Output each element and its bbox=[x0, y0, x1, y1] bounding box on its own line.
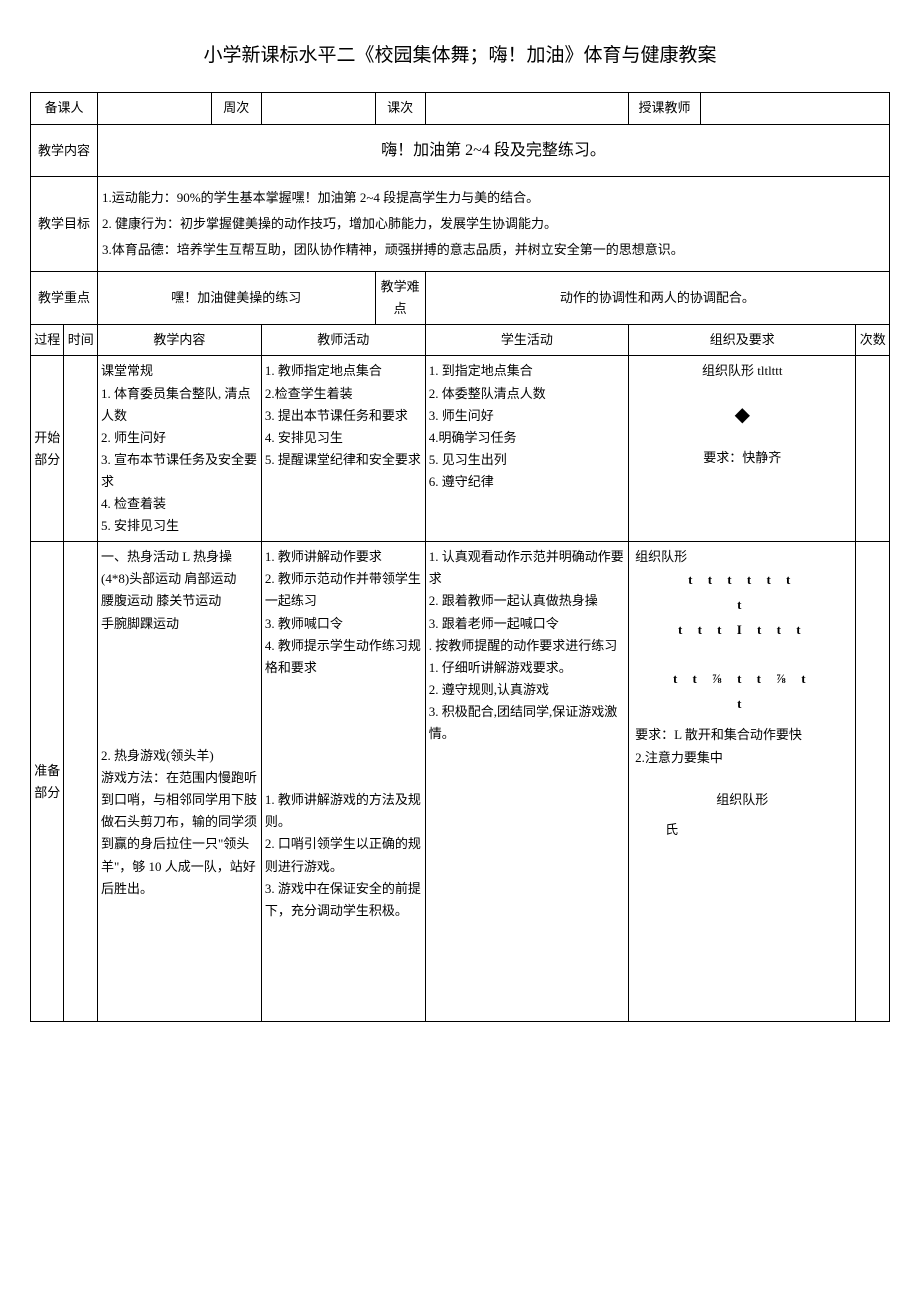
goals-label: 教学目标 bbox=[31, 177, 98, 272]
start-org-req: 要求：快静齐 bbox=[635, 447, 849, 469]
teacher-value bbox=[700, 93, 889, 125]
prep-org: 组织队形 t t t t t t t t t t I t t t t t ⅞ t… bbox=[629, 542, 856, 1022]
week-value bbox=[261, 93, 375, 125]
goal-3: 3.体育品德：培养学生互帮互助，团队协作精神，顽强拼搏的意志品质，并树立安全第一… bbox=[102, 237, 885, 263]
diamond-icon: ◆ bbox=[635, 398, 849, 432]
start-time bbox=[64, 356, 98, 542]
start-student: 1. 到指定地点集合 2. 体委整队清点人数 3. 师生问好 4.明确学习任务 … bbox=[425, 356, 628, 542]
prep-section-row: 准备部分 一、热身活动 L 热身操(4*8)头部运动 肩部运动 腰腹运动 膝关节… bbox=[31, 542, 890, 1022]
content-value: 嗨！加油第 2~4 段及完整练习。 bbox=[98, 125, 890, 177]
prep-org-title2: 组织队形 bbox=[635, 789, 849, 811]
start-label: 开始部分 bbox=[31, 356, 64, 542]
col-content: 教学内容 bbox=[98, 325, 262, 356]
col-time: 时间 bbox=[64, 325, 98, 356]
col-teacher: 教师活动 bbox=[261, 325, 425, 356]
prep-time bbox=[64, 542, 98, 1022]
preparer-label: 备课人 bbox=[31, 93, 98, 125]
keypoints-row: 教学重点 嘿！加油健美操的练习 教学难点 动作的协调性和两人的协调配合。 bbox=[31, 272, 890, 325]
header-row: 备课人 周次 课次 授课教师 bbox=[31, 93, 890, 125]
page-title: 小学新课标水平二《校园集体舞；嗨！加油》体育与健康教案 bbox=[30, 40, 890, 67]
col-process: 过程 bbox=[31, 325, 64, 356]
content-label: 教学内容 bbox=[31, 125, 98, 177]
prep-student: 1. 认真观看动作示范并明确动作要求 2. 跟着教师一起认真做热身操 3. 跟着… bbox=[425, 542, 628, 1022]
goal-1: 1.运动能力：90%的学生基本掌握嘿！加油第 2~4 段提高学生力与美的结合。 bbox=[102, 185, 885, 211]
start-teacher: 1. 教师指定地点集合 2.检查学生着装 3. 提出本节课任务和要求 4. 安排… bbox=[261, 356, 425, 542]
goal-2: 2. 健康行为：初步掌握健美操的动作技巧，增加心肺能力，发展学生协调能力。 bbox=[102, 211, 885, 237]
difficulty-value: 动作的协调性和两人的协调配合。 bbox=[425, 272, 889, 325]
lesson-plan-table: 备课人 周次 课次 授课教师 教学内容 嗨！加油第 2~4 段及完整练习。 教学… bbox=[30, 92, 890, 1022]
col-org: 组织及要求 bbox=[629, 325, 856, 356]
preparer-value bbox=[98, 93, 212, 125]
difficulty-label: 教学难点 bbox=[375, 272, 425, 325]
lesson-label: 课次 bbox=[375, 93, 425, 125]
columns-header-row: 过程 时间 教学内容 教师活动 学生活动 组织及要求 次数 bbox=[31, 325, 890, 356]
lesson-value bbox=[425, 93, 628, 125]
prep-org-sym2: 氏 bbox=[635, 819, 849, 841]
week-label: 周次 bbox=[211, 93, 261, 125]
prep-org-title: 组织队形 t t t t t t t t t t I t t t t t ⅞ t… bbox=[635, 546, 849, 716]
content-row: 教学内容 嗨！加油第 2~4 段及完整练习。 bbox=[31, 125, 890, 177]
col-student: 学生活动 bbox=[425, 325, 628, 356]
teacher-label: 授课教师 bbox=[629, 93, 701, 125]
start-section-row: 开始部分 课堂常规 1. 体育委员集合整队, 清点人数 2. 师生问好 3. 宣… bbox=[31, 356, 890, 542]
start-org: 组织队形 tltlttt ◆ 要求：快静齐 bbox=[629, 356, 856, 542]
prep-teacher: 1. 教师讲解动作要求 2. 教师示范动作并带领学生一起练习 3. 教师喊口令 … bbox=[261, 542, 425, 1022]
focus-value: 嘿！加油健美操的练习 bbox=[98, 272, 376, 325]
col-count: 次数 bbox=[856, 325, 890, 356]
start-org-title: 组织队形 tltlttt bbox=[635, 360, 849, 382]
start-count bbox=[856, 356, 890, 542]
prep-label: 准备部分 bbox=[31, 542, 64, 1022]
prep-count bbox=[856, 542, 890, 1022]
goals-row: 教学目标 1.运动能力：90%的学生基本掌握嘿！加油第 2~4 段提高学生力与美… bbox=[31, 177, 890, 272]
prep-org-req: 要求：L 散开和集合动作要快 2.注意力要集中 bbox=[635, 724, 849, 768]
goals-value: 1.运动能力：90%的学生基本掌握嘿！加油第 2~4 段提高学生力与美的结合。 … bbox=[98, 177, 890, 272]
focus-label: 教学重点 bbox=[31, 272, 98, 325]
start-content: 课堂常规 1. 体育委员集合整队, 清点人数 2. 师生问好 3. 宣布本节课任… bbox=[98, 356, 262, 542]
prep-content: 一、热身活动 L 热身操(4*8)头部运动 肩部运动 腰腹运动 膝关节运动 手腕… bbox=[98, 542, 262, 1022]
formation-symbols: t t t t t t t t t t I t t t t t ⅞ t t ⅞ … bbox=[635, 568, 849, 716]
